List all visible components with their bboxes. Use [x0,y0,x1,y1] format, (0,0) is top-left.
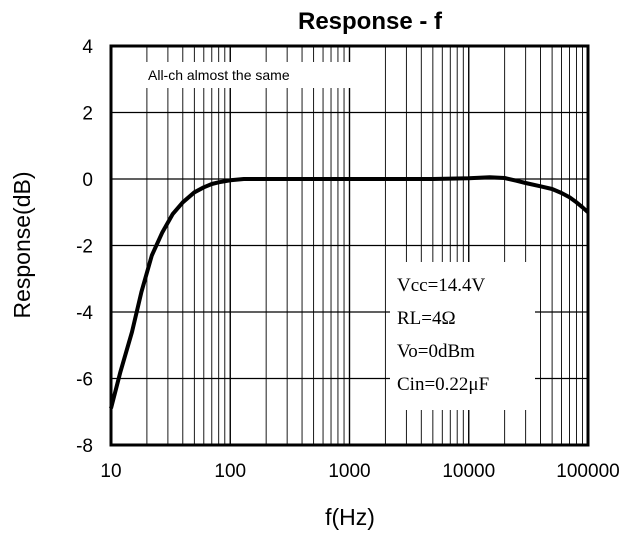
params-annotation: Vcc=14.4V RL=4Ω Vo=0dBm Cin=0.22μF [397,275,489,395]
series-line [109,175,590,409]
x-tick-label: 1000 [328,461,370,482]
note-box [140,62,362,88]
y-tick-label: -6 [76,370,93,391]
param-label: Vo=0dBm [397,341,475,362]
y-tick-label: 0 [82,170,93,191]
note-annotation: All-ch almost the same [148,67,290,83]
y-tick-labels: 4 2 0 -2 -4 -6 -8 [76,37,93,457]
y-axis-label: Response(dB) [9,171,35,318]
y-tick-label: -8 [76,436,93,457]
x-tick-labels: 10 100 1000 10000 100000 [100,461,619,482]
y-tick-label: 4 [82,37,93,58]
x-tick-label: 10 [100,461,121,482]
chart-title: Response - f [298,8,443,35]
x-tick-label: 100000 [556,461,619,482]
y-tick-label: -2 [76,237,93,258]
x-axis-label: f(Hz) [325,504,375,530]
param-label: RL=4Ω [397,308,456,329]
param-label: Vcc=14.4V [397,275,486,296]
params-box [390,262,535,410]
y-tick-label: 2 [82,104,93,125]
param-label: Cin=0.22μF [397,374,489,395]
x-tick-label: 100 [214,461,246,482]
plot-frame [109,44,590,447]
x-tick-label: 10000 [442,461,495,482]
y-tick-label: -4 [76,303,93,324]
